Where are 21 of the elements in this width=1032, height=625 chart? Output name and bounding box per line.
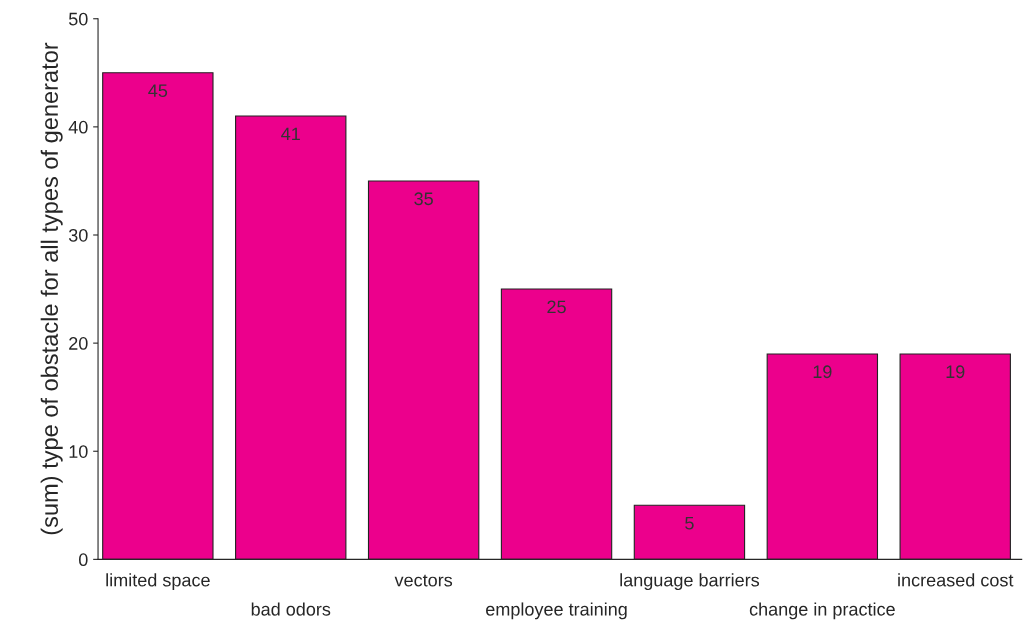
y-tick-label: 0	[78, 553, 88, 567]
data-label: 19	[813, 365, 832, 379]
data-label: 41	[281, 127, 300, 141]
data-label: 35	[414, 192, 433, 206]
y-tick-label: 20	[69, 337, 88, 350]
data-label: 5	[685, 516, 694, 530]
y-tick-label: 30	[68, 228, 88, 242]
x-tick-label: increased cost	[898, 573, 1014, 587]
x-tick-label: language barriers	[620, 573, 760, 591]
data-label: 45	[148, 84, 168, 98]
x-tick-label: bad odors	[251, 602, 331, 616]
y-tick-label: 10	[69, 445, 88, 458]
x-tick-label: vectors	[394, 574, 453, 587]
x-tick-label: change in practice	[749, 602, 895, 620]
x-tick-label: limited space	[106, 573, 210, 591]
data-label: 19	[946, 365, 965, 379]
y-tick-label: 50	[68, 12, 88, 26]
y-tick-label: 40	[68, 120, 88, 134]
x-tick-label: employee training	[486, 602, 627, 620]
y-axis-title: (sum) type of obstacle for all types of generator	[40, 42, 63, 535]
data-label: 25	[547, 300, 566, 314]
